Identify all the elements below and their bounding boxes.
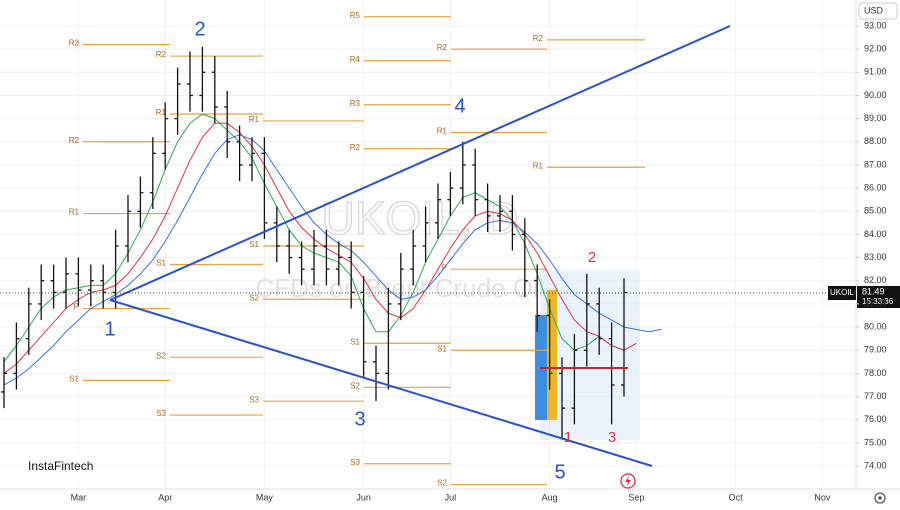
y-tick-label: 77.00: [864, 391, 887, 401]
y-tick-label: 84.00: [864, 229, 887, 239]
y-tick-label: 85.00: [864, 206, 887, 216]
y-tick-label: 74.00: [864, 460, 887, 470]
pivot-label: S2: [156, 351, 166, 360]
y-tick-label: 86.00: [864, 182, 887, 192]
settings-icon-center: [878, 496, 882, 500]
pivot-label: S3: [156, 409, 166, 418]
logo-box: [22, 454, 98, 480]
x-tick-label: May: [256, 492, 274, 502]
pivot-label: S2: [249, 293, 259, 302]
pivot-label: R1: [533, 161, 544, 170]
pivot-label: R4: [350, 55, 361, 64]
y-tick-label: 79.00: [864, 345, 887, 355]
y-tick-label: 76.00: [864, 414, 887, 424]
settings-icon[interactable]: [874, 492, 886, 504]
pivot-label: R2: [533, 34, 544, 43]
y-tick-label: 75.00: [864, 437, 887, 447]
pivot-label: S1: [156, 259, 166, 268]
pivot-label: S2: [350, 381, 360, 390]
volume-yellow: [547, 290, 557, 420]
pivot-label: R5: [350, 11, 361, 20]
event-icon[interactable]: [620, 473, 636, 489]
x-tick-label: Apr: [158, 492, 172, 502]
pivot-label: S3: [350, 458, 360, 467]
price-tag: [857, 286, 900, 308]
y-tick-label: 81.00: [864, 298, 887, 308]
watermark-title: UKOIL, D: [322, 192, 519, 244]
y-tick-label: 82.00: [864, 275, 887, 285]
y-tick-label: 92.00: [864, 44, 887, 54]
wave-labels: 1 2 3 4 5 1 2 3: [104, 18, 616, 483]
wave-label: 3: [608, 429, 616, 446]
wave-label: 1: [564, 429, 572, 446]
trendline-upper: [109, 25, 731, 301]
pivot-label: R1: [156, 108, 167, 117]
x-tick-label: Jul: [445, 492, 457, 502]
currency: USD: [864, 5, 884, 15]
wave-label: 2: [588, 249, 596, 266]
y-tick-label: 90.00: [864, 90, 887, 100]
pivot-label: R1: [69, 208, 80, 217]
wave-label: 3: [354, 408, 365, 430]
pivot-label: R3: [350, 99, 361, 108]
x-tick-label: Mar: [71, 492, 87, 502]
pivot-label: S1: [69, 374, 79, 383]
pivot-label: S2: [437, 479, 447, 488]
moving-average: [3, 134, 662, 386]
pivot-label: P: [74, 303, 79, 312]
y-tick-label: 78.00: [864, 368, 887, 378]
moving-average: [3, 122, 637, 374]
pivot-label: R1: [249, 115, 260, 124]
symbol-tag-text: UKOIL: [830, 288, 855, 297]
y-tick-label: 91.00: [864, 67, 887, 77]
y-tick-label: 88.00: [864, 136, 887, 146]
y-tick-label: 89.00: [864, 113, 887, 123]
pivot-label: R2: [156, 50, 167, 59]
symbol-tag: [828, 286, 856, 300]
pivots: R3 R2 R1 P S1 R2 R1 S1 S2 S3 R1 S1 S2 S3 R5 R4 R3 R2 S1 S2 S…: [69, 11, 645, 488]
pivot-label: R3: [69, 39, 80, 48]
pivot-label: R2: [350, 143, 361, 152]
x-tick-label: Sep: [628, 492, 644, 502]
wave-label: 5: [554, 461, 565, 483]
pivot-label: R1: [437, 127, 448, 136]
pivot-label: R2: [437, 43, 448, 52]
y-tick-label: 87.00: [864, 159, 887, 169]
wave-label: 1: [104, 318, 115, 340]
wave-label: 2: [194, 18, 205, 40]
x-tick-label: Aug: [542, 492, 558, 502]
pivot-label: S1: [249, 240, 259, 249]
x-tick-label: Jun: [356, 492, 371, 502]
x-tick-label: Nov: [814, 492, 831, 502]
pivot-label: S3: [249, 395, 259, 404]
price-tag-value: 81.49: [862, 286, 885, 296]
trendline-lower: [109, 299, 653, 467]
pivot-label: S1: [350, 337, 360, 346]
y-tick-label: 93.00: [864, 20, 887, 30]
currency-button[interactable]: [858, 2, 898, 20]
x-tick-label: Oct: [729, 492, 744, 502]
logo: InstaFintech: [28, 459, 93, 473]
countdown: 15:33:36: [862, 297, 894, 306]
watermark-subtitle: CFDs on Brent Crude Oil: [256, 273, 545, 303]
event-bolt: [625, 476, 631, 486]
pivot-label: R2: [69, 136, 80, 145]
y-tick-label: 80.00: [864, 321, 887, 331]
plot: [1, 46, 662, 439]
wave-label: 4: [454, 95, 465, 117]
y-tick-label: 83.00: [864, 252, 887, 262]
pivot-label: S1: [437, 344, 447, 353]
